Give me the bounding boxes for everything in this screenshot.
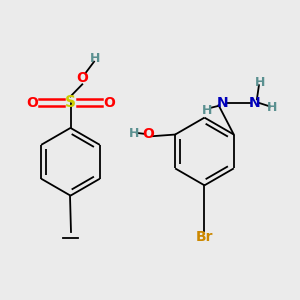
Text: O: O bbox=[76, 71, 88, 85]
Text: H: H bbox=[202, 104, 213, 117]
Text: N: N bbox=[249, 96, 260, 110]
Text: Br: Br bbox=[196, 230, 213, 244]
Text: N: N bbox=[216, 96, 228, 110]
Text: O: O bbox=[103, 96, 115, 110]
Text: H: H bbox=[255, 76, 266, 89]
Text: H: H bbox=[129, 127, 139, 140]
Text: O: O bbox=[142, 127, 154, 141]
Text: S: S bbox=[65, 95, 76, 110]
Text: O: O bbox=[26, 96, 38, 110]
Text: H: H bbox=[90, 52, 101, 65]
Text: H: H bbox=[267, 101, 278, 114]
